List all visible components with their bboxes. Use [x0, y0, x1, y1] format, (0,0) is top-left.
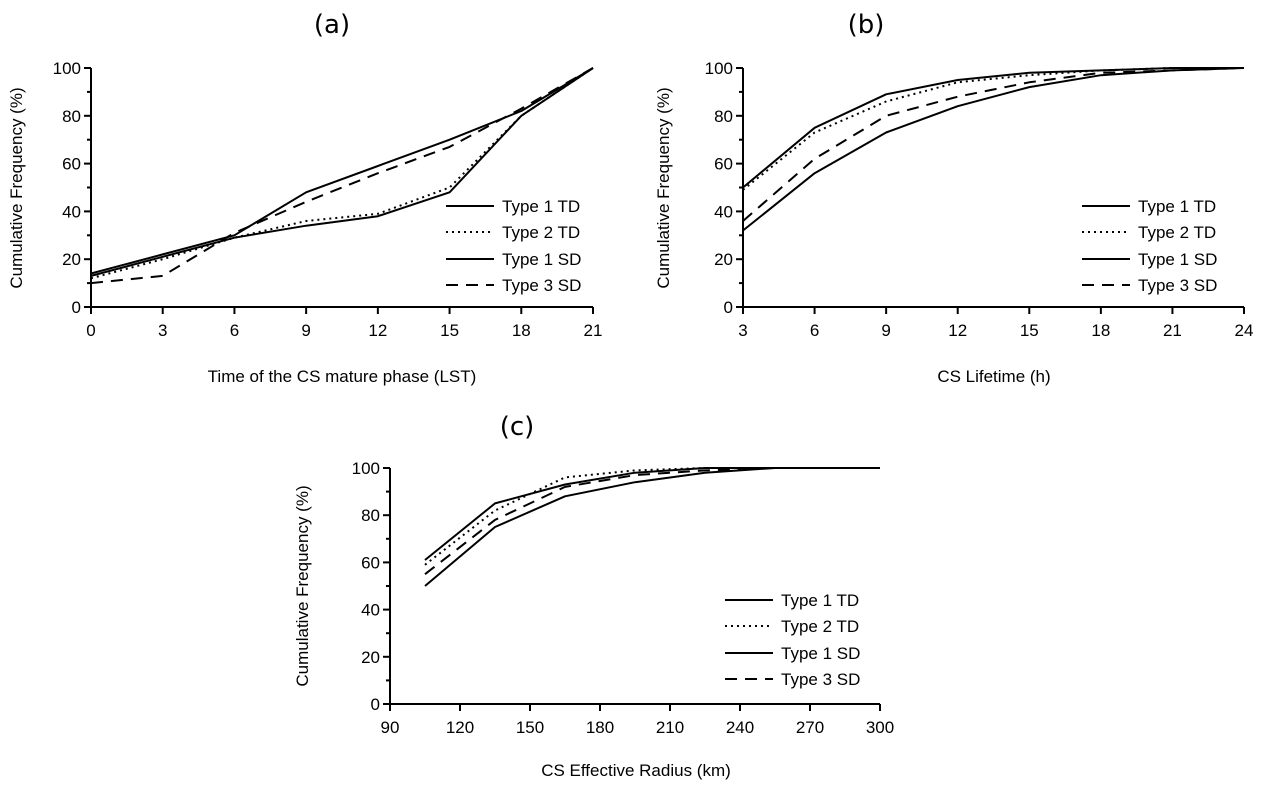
- x-tick-label: 210: [656, 718, 684, 737]
- series-line-type-1-td: [90, 67, 594, 275]
- legend: Type 1 TD Type 2 TD Type 1 SD Type 3 SD: [725, 591, 860, 689]
- y-tick-label: 0: [72, 298, 81, 317]
- series-line-type-3-sd: [90, 67, 594, 285]
- y-tick-label: 80: [361, 506, 380, 525]
- legend-label: Type 3 SD: [502, 276, 581, 295]
- y-tick-label: 80: [714, 107, 733, 126]
- legend-label: Type 3 SD: [781, 670, 860, 689]
- x-tick-label: 0: [86, 321, 95, 340]
- legend: Type 1 TD Type 2 TD Type 1 SD Type 3 SD: [446, 197, 581, 295]
- y-tick-label: 100: [53, 59, 81, 78]
- x-tick-label: 21: [584, 321, 603, 340]
- x-tick-label: 12: [368, 321, 387, 340]
- legend-label: Type 1 TD: [1138, 197, 1216, 216]
- x-tick-label: 150: [516, 718, 544, 737]
- series-line-type-2-td: [90, 67, 594, 280]
- series-line-type-3-sd: [742, 67, 1245, 222]
- legend-label: Type 1 TD: [502, 197, 580, 216]
- x-tick-label: 90: [381, 718, 400, 737]
- x-tick-label: 240: [726, 718, 754, 737]
- legend-label: Type 2 TD: [1138, 223, 1216, 242]
- x-tick-label: 24: [1235, 321, 1254, 340]
- legend: Type 1 TD Type 2 TD Type 1 SD Type 3 SD: [1082, 197, 1217, 295]
- series-line-type-1-td: [424, 467, 880, 561]
- x-tick-label: 300: [866, 718, 894, 737]
- x-tick-label: 15: [440, 321, 459, 340]
- panel-label: (a): [314, 10, 350, 40]
- x-axis-title: CS Effective Radius (km): [541, 761, 731, 780]
- series-line-type-3-sd: [424, 467, 880, 575]
- legend-label: Type 3 SD: [1138, 276, 1217, 295]
- y-tick-label: 80: [62, 107, 81, 126]
- x-tick-label: 180: [586, 718, 614, 737]
- x-tick-label: 9: [301, 321, 310, 340]
- legend-label: Type 1 SD: [1138, 250, 1217, 269]
- chart-panel-b: (b) 0 20 40 60 80 100 3 6 9 12 15 18 21 24 CS Lifetime …: [654, 10, 1253, 386]
- y-tick-label: 100: [352, 459, 380, 478]
- series-line-type-2-td: [424, 467, 880, 566]
- series-line-type-1-sd: [742, 67, 1245, 232]
- x-axis-title: CS Lifetime (h): [937, 367, 1050, 386]
- series-line-type-1-sd: [424, 467, 880, 587]
- x-tick-label: 21: [1163, 321, 1182, 340]
- legend-label: Type 1 SD: [781, 644, 860, 663]
- panel-label: (c): [500, 412, 535, 442]
- x-tick-label: 270: [796, 718, 824, 737]
- y-tick-label: 40: [62, 202, 81, 221]
- y-tick-label: 60: [62, 155, 81, 174]
- series-line-type-1-sd: [90, 67, 594, 277]
- y-tick-label: 0: [724, 298, 733, 317]
- x-tick-label: 6: [810, 321, 819, 340]
- legend-label: Type 2 TD: [781, 617, 859, 636]
- y-tick-label: 20: [714, 250, 733, 269]
- y-tick-label: 60: [714, 155, 733, 174]
- y-tick-label: 20: [62, 250, 81, 269]
- x-tick-label: 3: [158, 321, 167, 340]
- x-tick-label: 120: [446, 718, 474, 737]
- x-tick-label: 12: [948, 321, 967, 340]
- x-axis-title: Time of the CS mature phase (LST): [208, 367, 477, 386]
- series-line-type-1-td: [742, 67, 1244, 189]
- x-tick-label: 18: [512, 321, 531, 340]
- chart-panel-c: (c) 0 20 40 60 80 100 90 120 150 180 210 240 270 300 CS…: [293, 412, 894, 780]
- chart-panel-a: (a) 0 20 40 60 80 100 0 3 6 9 12 15 18 21 Time of the C…: [7, 10, 602, 386]
- x-tick-label: 3: [738, 321, 747, 340]
- y-tick-label: 100: [705, 59, 733, 78]
- y-tick-label: 40: [361, 601, 380, 620]
- legend-label: Type 1 TD: [781, 591, 859, 610]
- panel-label: (b): [848, 10, 885, 40]
- legend-label: Type 2 TD: [502, 223, 580, 242]
- x-tick-label: 18: [1091, 321, 1110, 340]
- y-axis-title: Cumulative Frequency (%): [7, 87, 26, 288]
- legend-label: Type 1 SD: [502, 250, 581, 269]
- x-tick-label: 6: [230, 321, 239, 340]
- y-tick-label: 60: [361, 553, 380, 572]
- x-tick-label: 9: [881, 321, 890, 340]
- y-tick-label: 40: [714, 202, 733, 221]
- y-axis-title: Cumulative Frequency (%): [654, 87, 673, 288]
- y-tick-label: 20: [361, 648, 380, 667]
- y-axis-title: Cumulative Frequency (%): [293, 485, 312, 686]
- x-tick-label: 15: [1020, 321, 1039, 340]
- y-tick-label: 0: [371, 695, 380, 714]
